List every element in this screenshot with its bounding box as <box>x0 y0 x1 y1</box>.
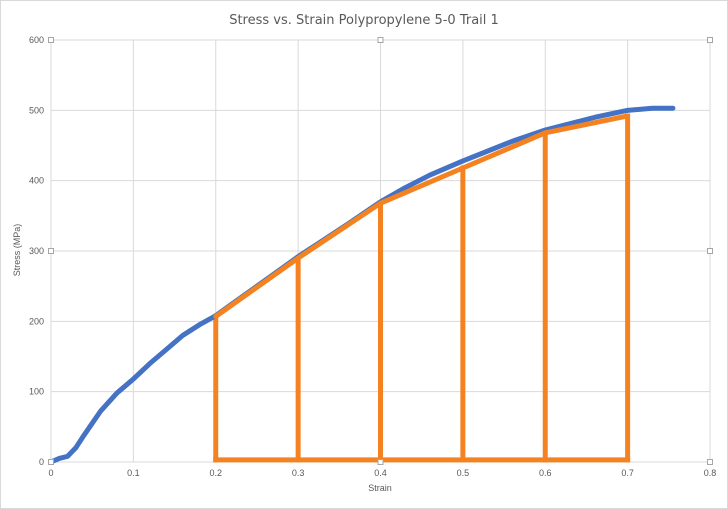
y-tick-label: 300 <box>29 246 44 256</box>
x-tick-label: 0.4 <box>374 468 387 478</box>
x-tick-label: 0.1 <box>127 468 140 478</box>
y-tick-label: 500 <box>29 105 44 115</box>
x-axis-title: Strain <box>368 483 392 493</box>
x-tick-label: 0.5 <box>457 468 470 478</box>
plot-area-handle <box>49 460 54 465</box>
plot-area-handle <box>49 249 54 254</box>
y-tick-label: 200 <box>29 316 44 326</box>
y-tick-label: 600 <box>29 35 44 45</box>
plot-area-handle <box>708 249 713 254</box>
plot-area-handle <box>49 38 54 43</box>
x-tick-label: 0 <box>48 468 53 478</box>
y-axis-title: Stress (MPa) <box>12 224 22 277</box>
y-tick-label: 100 <box>29 387 44 397</box>
y-tick-label: 400 <box>29 176 44 186</box>
x-tick-label: 0.8 <box>704 468 717 478</box>
x-tick-label: 0.7 <box>621 468 634 478</box>
x-tick-label: 0.3 <box>292 468 305 478</box>
chart-title: Stress vs. Strain Polypropylene 5-0 Trai… <box>229 13 499 28</box>
x-tick-label: 0.2 <box>209 468 222 478</box>
y-tick-label: 0 <box>39 457 44 467</box>
plot-area-handle <box>708 38 713 43</box>
x-tick-label: 0.6 <box>539 468 552 478</box>
plot-area-handle <box>708 460 713 465</box>
plot-area-handle <box>378 460 383 465</box>
plot-area-handle <box>378 38 383 43</box>
